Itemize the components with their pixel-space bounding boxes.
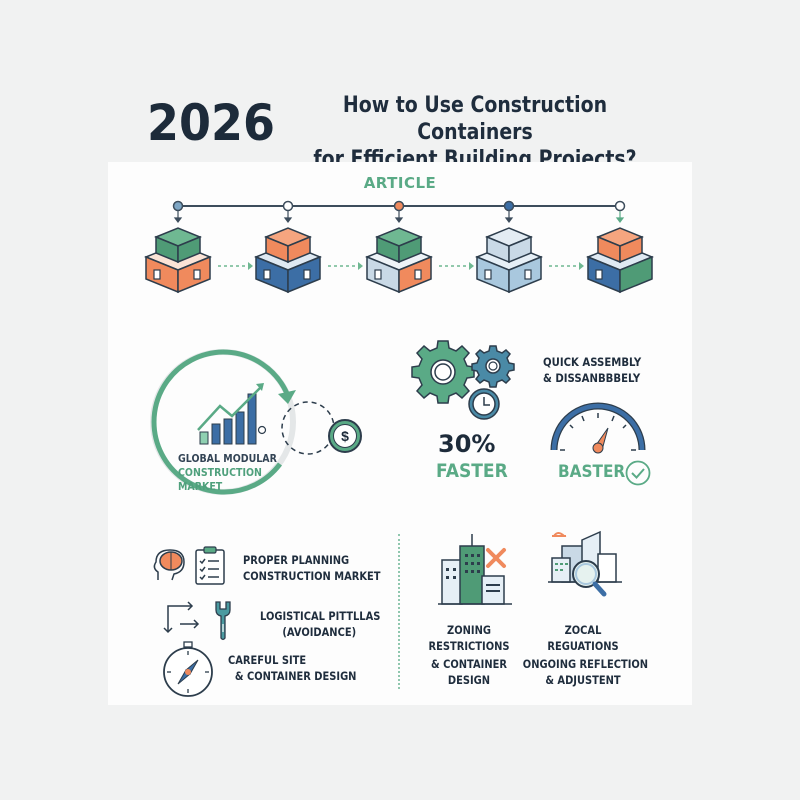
compass-icon — [163, 641, 213, 697]
currency-icon: $ — [328, 419, 362, 453]
container-design-label: & CONTAINER DESIGN — [422, 656, 517, 688]
assembly-label-line1: QUICK ASSEMBLY — [543, 355, 642, 369]
local-regulations-label-line1: ZOCAL — [564, 623, 602, 637]
page-title: How to Use Construction Containers for E… — [307, 92, 642, 173]
year-label: 2026 — [147, 94, 276, 152]
site-design-label: CAREFUL SITE & CONTAINER DESIGN — [228, 652, 356, 684]
container-stack-1 — [144, 227, 212, 294]
page-header: 2026 How to Use Construction Containers … — [0, 88, 800, 172]
logistics-label-line2: (AVOIDANCE) — [282, 625, 357, 639]
local-regulations-label: ZOCAL REGUATIONS — [531, 622, 634, 654]
site-design-label-line2: & CONTAINER DESIGN — [234, 669, 357, 683]
planning-label: PROPER PLANNING CONSTRUCTION MARKET — [243, 552, 381, 584]
zoning-label: ZONING RESTRICTIONS — [422, 622, 517, 654]
container-stack-5 — [586, 227, 654, 294]
checklist-icon — [195, 546, 225, 585]
market-growth-icon — [150, 349, 335, 495]
local-regulations-label-line2: REGUATIONS — [547, 639, 619, 653]
timeline-nodes — [172, 200, 626, 212]
reflection-label: ONGOING REFLECTION & ADJUSTENT — [522, 656, 649, 688]
gauge-label: BASTER — [558, 462, 626, 482]
title-line-1: How to Use Construction Containers — [342, 93, 608, 145]
container-stack-4 — [475, 227, 543, 294]
market-label: GLOBAL MODULAR CONSTRUCTION MARKET — [178, 452, 286, 494]
container-stack-2 — [254, 227, 322, 294]
infographic-card: ARTICLE — [108, 162, 692, 705]
faster-label: FASTER — [436, 460, 508, 482]
check-circle-icon — [625, 460, 651, 486]
section-divider — [398, 534, 400, 689]
site-design-label-line1: CAREFUL SITE — [228, 653, 307, 667]
container-design-label-line2: DESIGN — [447, 673, 491, 687]
speedometer-icon — [550, 402, 646, 454]
assembly-label-line2: & DISSANBBBELY — [543, 371, 641, 385]
route-arrows-icon — [163, 601, 200, 634]
zoning-label-line1: ZONING — [447, 623, 491, 637]
logistics-label-line1: LOGISTICAL PITTLLAS — [260, 609, 381, 623]
planning-label-line2: CONSTRUCTION MARKET — [243, 569, 381, 583]
market-label-line1: GLOBAL MODULAR — [178, 453, 277, 465]
planning-label-line1: PROPER PLANNING — [243, 553, 350, 567]
regulations-magnifier-icon — [548, 530, 622, 597]
dollar-symbol: $ — [333, 424, 357, 448]
zoning-buildings-icon — [438, 534, 512, 605]
reflection-label-line2: & ADJUSTENT — [545, 673, 621, 687]
logistics-label: LOGISTICAL PITTLLAS (AVOIDANCE) — [260, 608, 380, 640]
assembly-label: QUICK ASSEMBLY & DISSANBBBELY — [543, 354, 641, 386]
article-label: ARTICLE — [363, 174, 437, 192]
brain-icon — [153, 549, 185, 581]
zoning-label-line2: RESTRICTIONS — [428, 639, 510, 653]
container-stack-3 — [365, 227, 433, 294]
container-design-label-line1: & CONTAINER — [431, 657, 507, 671]
wrench-icon — [215, 601, 231, 641]
reflection-label-line1: ONGOING REFLECTION — [522, 657, 649, 671]
container-timeline — [144, 200, 654, 294]
gears-clock-icon — [411, 340, 515, 420]
percent-stat: 30% — [438, 430, 496, 458]
market-label-line2: CONSTRUCTION MARKET — [178, 467, 262, 493]
